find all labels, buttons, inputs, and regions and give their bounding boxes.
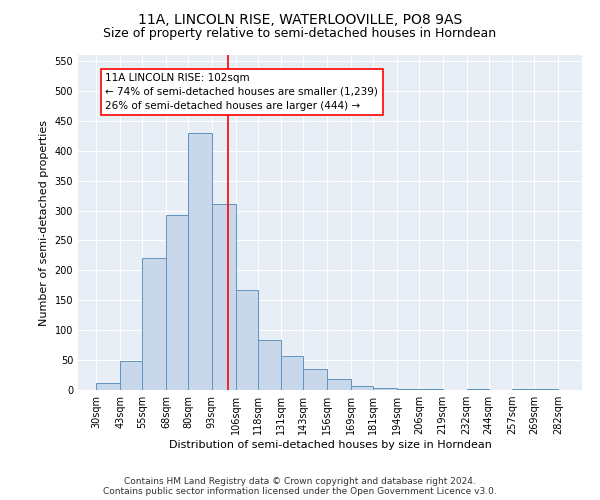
Text: 11A, LINCOLN RISE, WATERLOOVILLE, PO8 9AS: 11A, LINCOLN RISE, WATERLOOVILLE, PO8 9A…	[138, 12, 462, 26]
Bar	[373, 388, 397, 390]
Bar	[188, 133, 212, 390]
Bar	[212, 204, 236, 390]
Y-axis label: Number of semi-detached properties: Number of semi-detached properties	[39, 120, 49, 326]
Bar	[120, 362, 142, 390]
Bar	[327, 379, 351, 390]
Bar	[281, 356, 304, 390]
Bar	[257, 340, 281, 390]
Bar	[236, 290, 257, 390]
Bar	[166, 214, 188, 390]
Bar	[304, 369, 327, 390]
Bar	[142, 258, 166, 390]
Bar	[97, 383, 120, 390]
Text: 11A LINCOLN RISE: 102sqm
← 74% of semi-detached houses are smaller (1,239)
26% o: 11A LINCOLN RISE: 102sqm ← 74% of semi-d…	[106, 73, 379, 111]
Bar	[351, 386, 373, 390]
Text: Contains HM Land Registry data © Crown copyright and database right 2024.
Contai: Contains HM Land Registry data © Crown c…	[103, 476, 497, 496]
Text: Size of property relative to semi-detached houses in Horndean: Size of property relative to semi-detach…	[103, 28, 497, 40]
X-axis label: Distribution of semi-detached houses by size in Horndean: Distribution of semi-detached houses by …	[169, 440, 491, 450]
